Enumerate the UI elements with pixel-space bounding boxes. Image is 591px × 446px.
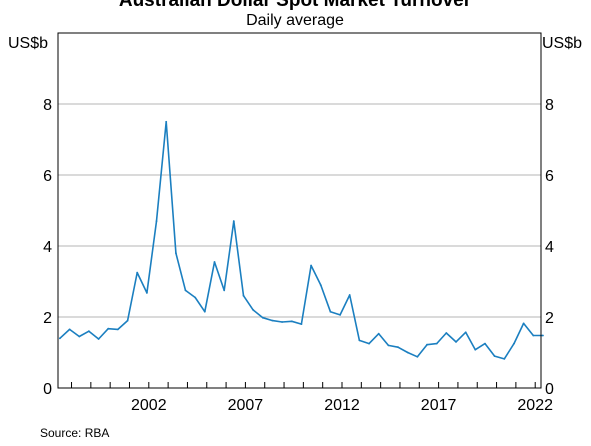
y-unit-label-left: US$b: [8, 35, 48, 52]
data-point-41: [455, 341, 457, 343]
data-point-22: [271, 319, 274, 322]
data-point-48: [522, 322, 525, 325]
data-point-42: [464, 331, 467, 334]
data-point-43: [474, 348, 477, 351]
tick-labels: 0 0 2 2 4 4 6 6 8 8 2002 2007 2012 2017 2022: [43, 97, 554, 414]
data-point-38: [426, 343, 428, 346]
data-point-20: [252, 309, 255, 311]
y-tick-label-left-4: 4: [43, 239, 52, 256]
y-tick-label-right-4: 4: [545, 239, 554, 256]
y-tick-label-left-8: 8: [43, 97, 52, 114]
y-tick-label-right-6: 6: [545, 168, 554, 185]
y-tick-label-left-0: 0: [43, 381, 52, 398]
data-point-29: [339, 314, 341, 316]
data-point-39: [435, 342, 438, 345]
data-point-10: [155, 220, 158, 223]
data-point-7: [126, 319, 129, 322]
y-tick-label-right-0: 0: [545, 381, 554, 398]
plot-frame: [57, 32, 542, 389]
x-tick-label-2007: 2007: [228, 397, 264, 414]
axis-ticks: [71, 382, 536, 388]
x-tick-label-2022: 2022: [517, 397, 553, 414]
gridlines: [58, 103, 541, 318]
chart-subtitle: Daily average: [246, 12, 344, 29]
y-tick-label-right-8: 8: [545, 97, 554, 114]
data-point-12: [175, 252, 177, 255]
data-point-40: [445, 332, 448, 334]
x-tick-label-2002: 2002: [131, 397, 167, 414]
data-point-26: [310, 264, 312, 267]
data-point-49: [532, 334, 535, 337]
data-point-33: [377, 332, 380, 335]
data-point-15: [203, 310, 206, 313]
data-point-3: [88, 330, 90, 333]
data-point-17: [223, 289, 226, 292]
data-point-19: [242, 294, 245, 297]
y-tick-label-left-2: 2: [43, 310, 52, 327]
data-point-24: [290, 320, 293, 323]
y-unit-label-right: US$b: [542, 35, 582, 52]
data-point-23: [281, 321, 283, 323]
series-layer: [59, 120, 544, 360]
data-point-45: [493, 355, 496, 357]
data-point-27: [319, 284, 322, 286]
data-point-11: [165, 120, 168, 123]
y-tick-label-right-2: 2: [545, 310, 554, 327]
data-point-14: [194, 296, 197, 299]
chart-title: Australian Dollar Spot Market Turnover: [119, 0, 472, 11]
data-point-4: [97, 338, 100, 340]
data-point-6: [117, 328, 119, 331]
data-point-5: [107, 327, 110, 330]
data-point-46: [503, 358, 506, 360]
data-point-0: [59, 337, 61, 340]
data-point-21: [261, 316, 264, 319]
data-point-34: [387, 344, 390, 347]
data-point-2: [78, 335, 81, 338]
data-point-30: [348, 294, 351, 296]
data-point-1: [68, 328, 71, 331]
source-note: Source: RBA: [40, 426, 109, 440]
x-tick-label-2017: 2017: [421, 397, 457, 414]
x-tick-label-2012: 2012: [324, 397, 360, 414]
data-point-9: [146, 292, 148, 294]
data-point-47: [513, 342, 515, 345]
data-point-25: [300, 323, 303, 325]
data-point-8: [136, 271, 139, 274]
data-point-31: [358, 339, 361, 342]
y-tick-label-left-6: 6: [43, 168, 52, 185]
data-point-37: [416, 355, 419, 358]
data-point-32: [368, 342, 370, 345]
data-point-16: [213, 261, 216, 263]
data-point-28: [329, 310, 332, 313]
data-point-13: [184, 289, 187, 292]
data-point-44: [484, 342, 486, 345]
data-point-36: [406, 351, 409, 354]
data-point-35: [397, 346, 399, 349]
data-point-50: [542, 334, 544, 337]
data-point-18: [232, 220, 235, 223]
